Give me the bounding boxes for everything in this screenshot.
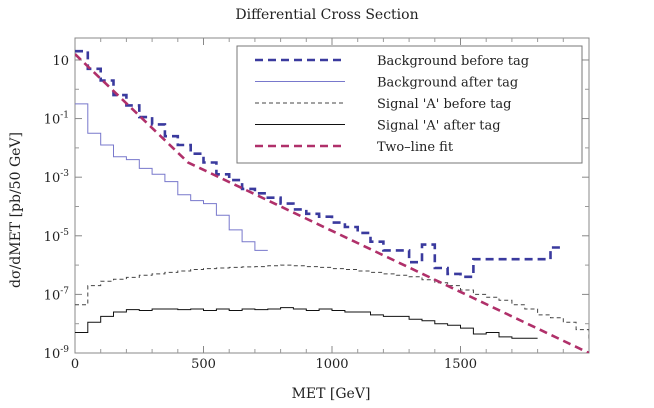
series-line-2	[75, 264, 589, 342]
x-tick-label: 500	[191, 357, 216, 372]
x-tick-label: 0	[71, 357, 79, 372]
x-tick-label: 1500	[444, 357, 477, 372]
legend-label-1: Background after tag	[377, 76, 518, 91]
y-tick-label: 10-7	[44, 286, 70, 303]
legend-box	[236, 45, 583, 164]
series-layer	[75, 49, 589, 353]
series-line-3	[75, 307, 538, 339]
y-axis-label: dσ/dMET [pb/50 GeV]	[8, 132, 24, 288]
y-tick-label: 10-9	[44, 345, 70, 362]
axes: 0 500 1000 1500 10 10-1 10-3 10-5 10-7 10-9	[44, 37, 590, 372]
y-tick-label: 10	[52, 54, 69, 69]
legend-label-3: Signal 'A' after tag	[377, 119, 501, 134]
chart-title: Differential Cross Section	[235, 7, 418, 23]
legend: Background before tag Background after ta…	[236, 45, 583, 164]
y-tick-label: 10-3	[44, 169, 70, 186]
series-line-1	[75, 103, 268, 251]
legend-label-0: Background before tag	[377, 54, 529, 69]
x-tick-label: 1000	[315, 357, 348, 372]
x-axis-label: MET [GeV]	[292, 386, 371, 402]
y-tick-label: 10-5	[44, 228, 70, 245]
series-line-0	[75, 49, 564, 279]
legend-label-4: Two–line fit	[377, 140, 454, 155]
legend-label-2: Signal 'A' before tag	[377, 97, 511, 112]
y-tick-label: 10-1	[44, 111, 69, 128]
series-line-4	[75, 53, 589, 353]
